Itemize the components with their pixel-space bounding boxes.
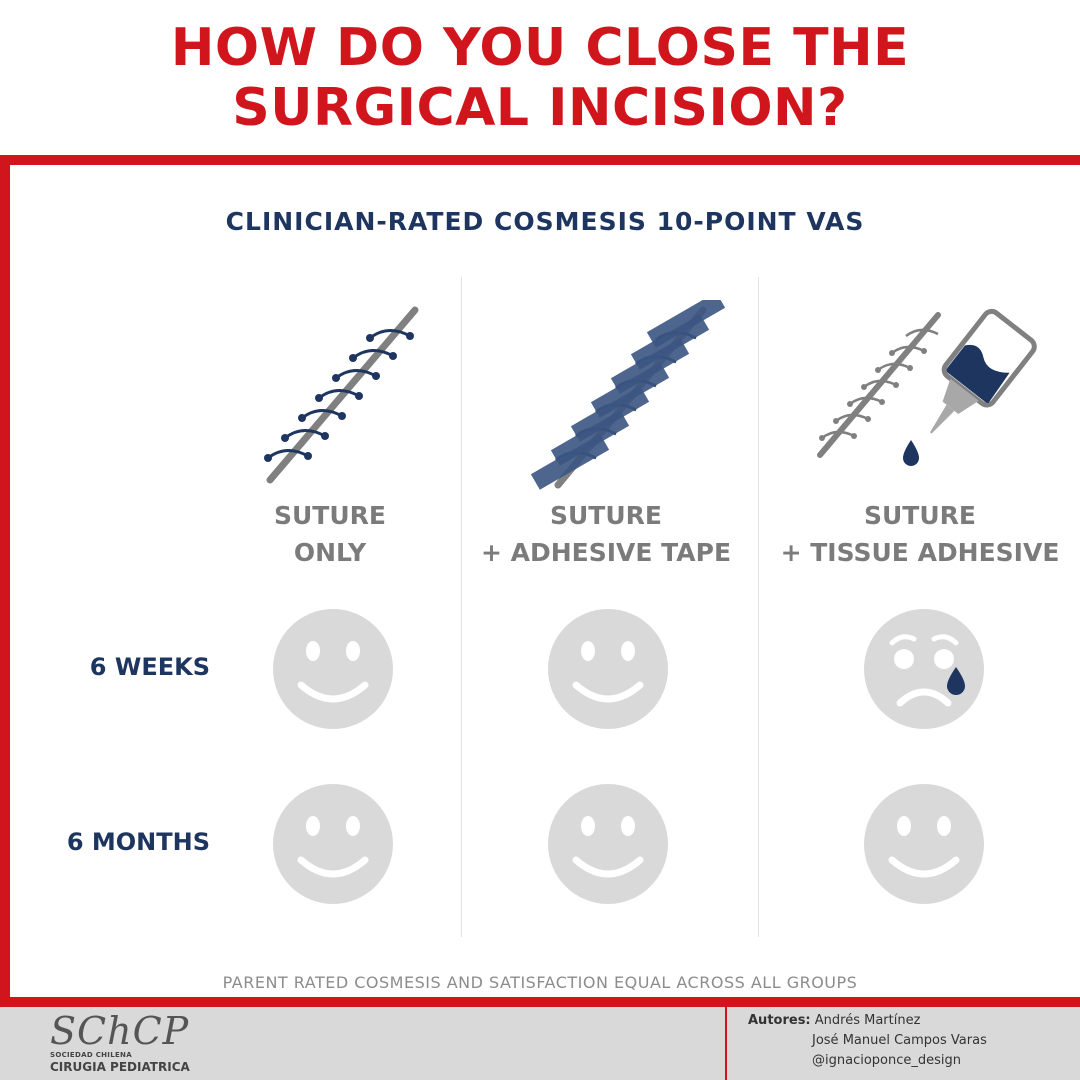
author-name: Andrés Martínez [814, 1013, 921, 1028]
happy-face-icon [548, 784, 668, 904]
suture-icon [264, 306, 419, 484]
title-line-1: HOW DO YOU CLOSE THE [170, 18, 910, 78]
logo-wordmark: SChCP [50, 1009, 190, 1053]
designer-handle: @ignacioponce_design [812, 1053, 961, 1068]
author-name: José Manuel Campos Varas [812, 1033, 987, 1048]
row-label-6-months: 6 MONTHS [66, 828, 210, 856]
footer-divider [725, 1007, 727, 1080]
tissue-adhesive-bottle-icon [817, 308, 1037, 466]
authors-label: Autores: [748, 1013, 811, 1028]
schcp-logo: SChCP SOCIEDAD CHILENA CIRUGIA PEDIATRIC… [50, 1011, 190, 1074]
footer: SChCP SOCIEDAD CHILENA CIRUGIA PEDIATRIC… [0, 1007, 1080, 1080]
adhesive-tape-icon [530, 300, 726, 490]
row-label-6-weeks: 6 WEEKS [89, 653, 210, 681]
column-label-tissue-adhesive: SUTURE + TISSUE ADHESIVE [780, 501, 1060, 567]
logo-subtitle: CIRUGIA PEDIATRICA [50, 1060, 190, 1074]
content-panel: CLINICIAN-RATED COSMESIS 10-POINT VAS [0, 155, 1080, 1007]
authors-block: Autores: Andrés Martínez José Manuel Cam… [748, 1011, 987, 1071]
happy-face-icon [273, 609, 393, 729]
column-divider [461, 277, 462, 937]
page-title: HOW DO YOU CLOSE THE SURGICAL INCISION? [0, 18, 1080, 138]
happy-face-icon [548, 609, 668, 729]
footnote: PARENT RATED COSMESIS AND SATISFACTION E… [222, 973, 858, 992]
column-label-suture-only: SUTURE ONLY [274, 501, 386, 567]
subtitle: CLINICIAN-RATED COSMESIS 10-POINT VAS [225, 207, 865, 236]
column-divider [758, 277, 759, 937]
column-label-adhesive-tape: SUTURE + ADHESIVE TAPE [480, 501, 732, 567]
title-line-2: SURGICAL INCISION? [232, 78, 848, 138]
happy-face-icon [273, 784, 393, 904]
sad-face-icon [864, 609, 984, 729]
logo-subtitle-small: SOCIEDAD CHILENA [50, 1051, 132, 1059]
happy-face-icon [864, 784, 984, 904]
